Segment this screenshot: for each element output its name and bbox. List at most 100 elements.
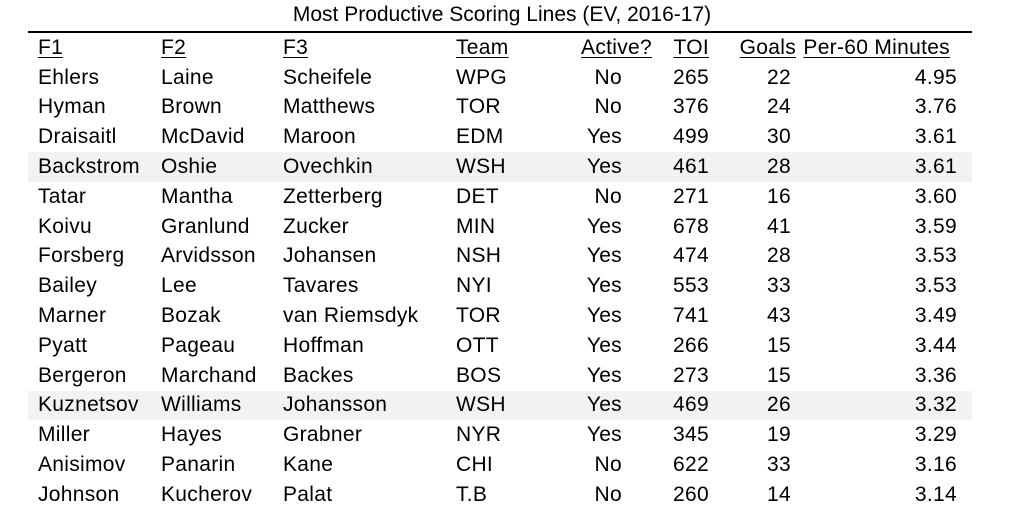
cell-toi: 345 xyxy=(673,423,709,447)
cell-per-60: 3.49 xyxy=(914,304,957,328)
table-title: Most Productive Scoring Lines (EV, 2016-… xyxy=(292,3,712,26)
cell-goals: 16 xyxy=(767,184,791,208)
cell-active: Yes xyxy=(586,363,622,387)
cell-f2: Williams xyxy=(161,390,283,421)
cell-active: Yes xyxy=(586,304,622,328)
cell-per-60: 3.29 xyxy=(914,423,957,447)
cell-toi: 265 xyxy=(673,65,709,89)
cell-per-60: 3.14 xyxy=(914,482,957,506)
cell-goals: 33 xyxy=(767,453,791,477)
cell-f1: Anisimov xyxy=(38,453,126,477)
cell-toi: 273 xyxy=(673,363,709,387)
cell-f3: Tavares xyxy=(283,274,359,298)
cell-f2: Kucherov xyxy=(161,482,253,506)
cell-toi: 622 xyxy=(673,453,709,477)
cell-active: No xyxy=(594,95,622,119)
cell-f3: Palat xyxy=(283,482,333,506)
cell-team: NYR xyxy=(456,423,502,447)
cell-per-60: 3.60 xyxy=(914,184,957,208)
cell-toi: 499 xyxy=(673,125,709,149)
table-row: Kuznetsov Williams Johansson WSH Yes 469 26 3.3… xyxy=(28,390,972,421)
cell-team: CHI xyxy=(456,453,494,477)
cell-team: WPG xyxy=(456,65,508,89)
cell-f3: Zetterberg xyxy=(283,184,383,208)
header-f3: F3 xyxy=(283,35,309,59)
cell-f1: Bergeron xyxy=(38,363,127,387)
header-active: Active? xyxy=(581,35,652,59)
cell-f3: Ovechkin xyxy=(283,152,456,182)
cell-goals: 19 xyxy=(767,423,791,447)
table-row: Draisaitl McDavid Maroon EDM Yes 499 30 3.61 xyxy=(28,122,972,152)
cell-f2: Lee xyxy=(161,274,197,298)
cell-f1: Backstrom xyxy=(28,152,161,182)
cell-per-60: 3.36 xyxy=(914,363,957,387)
cell-toi: 469 xyxy=(652,390,709,421)
cell-active: Yes xyxy=(586,333,622,357)
cell-f1: Pyatt xyxy=(38,333,88,357)
cell-f3: Zucker xyxy=(283,214,349,238)
cell-goals: 26 xyxy=(709,390,796,421)
cell-f2: Marchand xyxy=(161,363,257,387)
cell-toi: 376 xyxy=(673,95,709,119)
cell-goals: 30 xyxy=(767,125,791,149)
cell-toi: 741 xyxy=(673,304,709,328)
cell-f1: Johnson xyxy=(38,482,120,506)
cell-f2: McDavid xyxy=(161,125,245,149)
cell-f2: Bozak xyxy=(161,304,221,328)
cell-f3: Matthews xyxy=(283,95,376,119)
cell-goals: 14 xyxy=(767,482,791,506)
header-f2: F2 xyxy=(161,35,187,59)
cell-f2: Brown xyxy=(161,95,223,119)
cell-toi: 260 xyxy=(673,482,709,506)
table-row: Tatar Mantha Zetterberg DET No 271 16 3.60 xyxy=(28,182,972,212)
cell-per-60: 3.53 xyxy=(914,244,957,268)
cell-goals: 43 xyxy=(767,304,791,328)
cell-f2: Hayes xyxy=(161,423,223,447)
cell-per-60: 3.16 xyxy=(914,453,957,477)
cell-team: BOS xyxy=(456,363,502,387)
cell-f3: Grabner xyxy=(283,423,363,447)
cell-team: OTT xyxy=(456,333,499,357)
cell-f1: Hyman xyxy=(38,95,107,119)
cell-f3: Maroon xyxy=(283,125,357,149)
table-row: Bailey Lee Tavares NYI Yes 553 33 3.53 xyxy=(28,271,972,301)
cell-f2: Panarin xyxy=(161,453,236,477)
header-row: F1 F2 F3 Team Active? TOI Goals Per-60 M… xyxy=(28,33,972,63)
table-row: Backstrom Oshie Ovechkin WSH Yes 461 28 3.61 xyxy=(28,152,972,182)
cell-f1: Koivu xyxy=(38,214,93,238)
table-row: Bergeron Marchand Backes BOS Yes 273 15 3.36 xyxy=(28,361,972,391)
cell-f1: Forsberg xyxy=(38,244,125,268)
cell-active: No xyxy=(594,184,622,208)
cell-team: NSH xyxy=(456,244,502,268)
cell-per-60: 3.61 xyxy=(796,152,972,182)
table-body: Ehlers Laine Scheifele WPG No 265 22 4.95 Hyman B… xyxy=(28,63,972,510)
cell-toi: 266 xyxy=(673,333,709,357)
cell-active: Yes xyxy=(586,125,622,149)
cell-team: NYI xyxy=(456,274,492,298)
cell-f3: van Riemsdyk xyxy=(283,304,419,328)
cell-team: TOR xyxy=(456,304,501,328)
cell-f2: Arvidsson xyxy=(161,244,256,268)
header-team: Team xyxy=(456,35,509,59)
cell-toi: 678 xyxy=(673,214,709,238)
cell-active: Yes xyxy=(533,152,652,182)
cell-f2: Granlund xyxy=(161,214,250,238)
cell-per-60: 4.95 xyxy=(914,65,957,89)
cell-active: Yes xyxy=(586,274,622,298)
cell-f3: Backes xyxy=(283,363,354,387)
header-goals: Goals xyxy=(739,35,796,59)
header-per-60: Per-60 Minutes xyxy=(803,35,950,59)
cell-active: Yes xyxy=(533,390,652,421)
cell-team: DET xyxy=(456,184,499,208)
cell-f2: Laine xyxy=(161,65,214,89)
table-row: Forsberg Arvidsson Johansen NSH Yes 474 28 3.53 xyxy=(28,242,972,272)
cell-per-60: 3.32 xyxy=(796,390,972,421)
cell-team: WSH xyxy=(456,152,533,182)
cell-active: No xyxy=(594,65,622,89)
table-row: Hyman Brown Matthews TOR No 376 24 3.76 xyxy=(28,93,972,123)
cell-per-60: 3.59 xyxy=(914,214,957,238)
cell-goals: 24 xyxy=(767,95,791,119)
cell-active: No xyxy=(594,453,622,477)
cell-active: Yes xyxy=(586,214,622,238)
